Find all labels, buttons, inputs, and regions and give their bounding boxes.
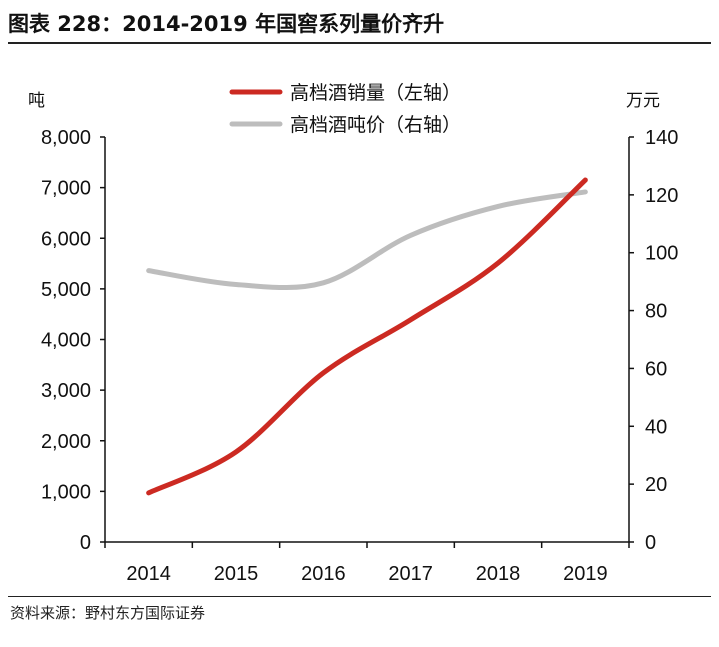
right-tick-label: 120 [645, 185, 678, 207]
right-tick-label: 80 [645, 301, 667, 323]
x-tick-label: 2016 [301, 563, 346, 585]
right-tick-label: 140 [645, 127, 678, 149]
right-tick-label: 60 [645, 358, 667, 380]
left-tick-label: 3,000 [41, 380, 91, 402]
left-tick-label: 8,000 [41, 127, 91, 149]
series-line-1 [146, 177, 588, 496]
left-tick-label: 1,000 [41, 481, 91, 503]
left-tick-label: 0 [80, 532, 91, 554]
left-tick-label: 7,000 [41, 178, 91, 200]
x-tick-label: 2014 [126, 563, 171, 585]
source-note: 资料来源：野村东方国际证券 [10, 604, 206, 622]
right-tick-label: 0 [645, 532, 656, 554]
x-tick-label: 2019 [563, 563, 608, 585]
series-line-2 [146, 189, 588, 291]
right-tick-label: 40 [645, 416, 667, 438]
x-tick-label: 2017 [388, 563, 433, 585]
right-axis-unit: 万元 [626, 91, 660, 110]
chart-title: 图表 228：2014-2019 年国窖系列量价齐升 [8, 12, 445, 36]
left-tick-label: 5,000 [41, 279, 91, 301]
left-axis-unit: 吨 [28, 91, 45, 110]
left-tick-label: 4,000 [41, 330, 91, 352]
left-tick-label: 6,000 [41, 228, 91, 250]
legend-label: 高档酒吨价（右轴） [290, 114, 461, 136]
x-tick-label: 2018 [476, 563, 521, 585]
left-tick-label: 2,000 [41, 431, 91, 453]
right-tick-label: 20 [645, 474, 667, 496]
title-divider [8, 42, 711, 44]
legend-label: 高档酒销量（左轴） [290, 82, 461, 104]
x-tick-label: 2015 [214, 563, 259, 585]
right-tick-label: 100 [645, 243, 678, 265]
source-divider [8, 596, 711, 597]
